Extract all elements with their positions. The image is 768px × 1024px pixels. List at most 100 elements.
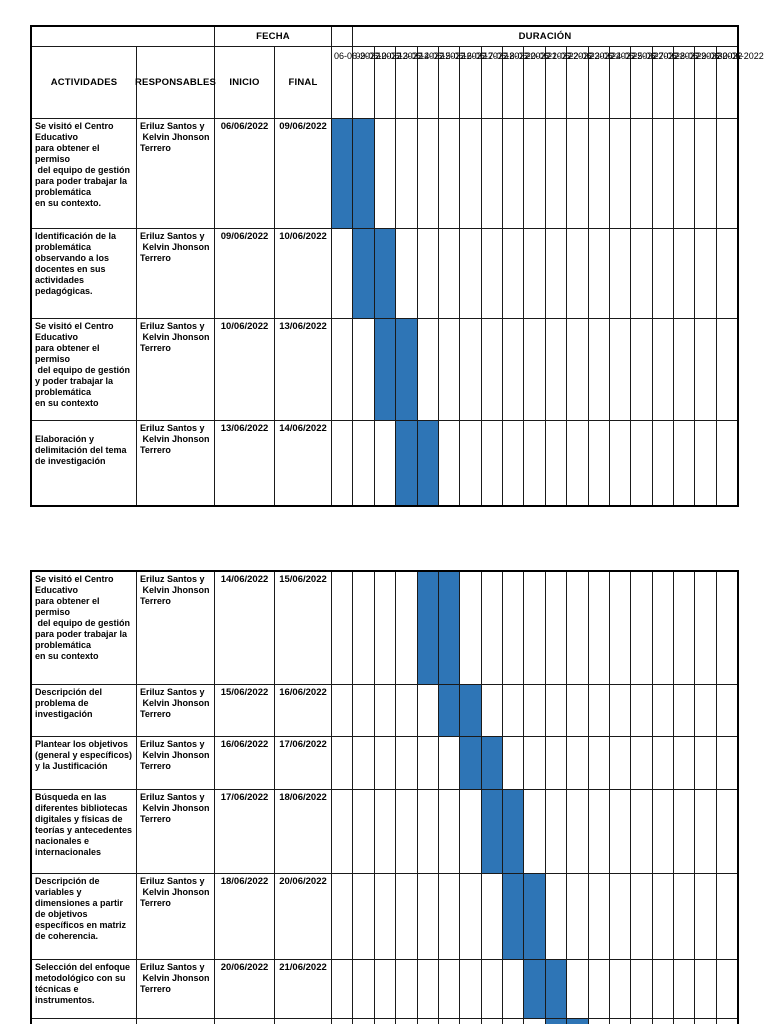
gantt-cell <box>418 229 439 318</box>
responsible-cell: Eriluz Santos y Kelvin Jhonson Terrero <box>137 119 215 228</box>
gantt-cell <box>524 319 546 420</box>
gantt-bar-segment <box>396 319 418 420</box>
timeline-date-label: 30-06-2022 <box>717 51 764 61</box>
gantt-cell <box>653 685 674 736</box>
gantt-cell <box>717 572 737 684</box>
gantt-bar-segment <box>460 685 482 736</box>
gantt-cell <box>503 229 525 318</box>
end-date-cell: 16/06/2022 <box>275 685 332 736</box>
gantt-cell <box>695 790 717 873</box>
gantt-cell <box>482 874 503 959</box>
gantt-cell <box>375 790 397 873</box>
gantt-cell <box>396 874 418 959</box>
gantt-cell <box>695 319 717 420</box>
duracion-header: DURACIÓN <box>518 31 572 42</box>
gantt-cell <box>653 229 674 318</box>
gantt-cell <box>353 737 375 789</box>
gantt-cell <box>332 572 354 684</box>
gantt-cell <box>589 1019 610 1024</box>
timeline-column <box>375 47 397 118</box>
responsible-cell: Eriluz Santos y Kelvin Jhonson Terrero <box>137 421 215 505</box>
column-header-row: ACTIVIDADES RESPONSABLES INICIO FINAL 06… <box>32 47 764 119</box>
gantt-cell <box>482 119 503 228</box>
timeline-date-label: 20-06-2022 <box>525 51 572 61</box>
gantt-cell <box>567 960 589 1018</box>
timeline-grid <box>332 47 737 118</box>
gantt-cell <box>375 960 397 1018</box>
responsible-cell: Eriluz Santos y Kelvin Jhonson Terrero <box>137 737 215 789</box>
gantt-cell <box>524 229 546 318</box>
gantt-row <box>332 960 737 1018</box>
gantt-cell <box>332 874 354 959</box>
task-row: Descripción del problema de investigació… <box>32 685 737 737</box>
gantt-bar-segment <box>332 119 354 228</box>
gantt-cell <box>460 319 482 420</box>
gantt-cell <box>439 421 461 505</box>
gantt-cell <box>610 229 632 318</box>
gantt-cell <box>460 790 482 873</box>
timeline-column <box>396 47 418 118</box>
gantt-cell <box>353 960 375 1018</box>
gantt-cell <box>353 790 375 873</box>
start-date-cell: 14/06/2022 <box>215 572 275 684</box>
timeline-column <box>589 47 610 118</box>
gantt-table-top: FECHA DURACIÓN ACTIVIDADES RESPONSABLES … <box>30 25 764 507</box>
gantt-cell <box>439 874 461 959</box>
gantt-cell <box>524 737 546 789</box>
end-date-cell: 14/06/2022 <box>275 421 332 505</box>
gantt-cell <box>396 119 418 228</box>
gantt-cell <box>332 319 354 420</box>
end-date-cell: 18/06/2022 <box>275 790 332 873</box>
timeline-column <box>674 47 696 118</box>
merged-header-row: FECHA DURACIÓN <box>32 27 737 47</box>
gantt-cell <box>610 790 632 873</box>
gantt-cell <box>546 572 568 684</box>
gantt-cell <box>674 1019 696 1024</box>
gantt-cell <box>717 229 737 318</box>
gantt-row <box>332 874 737 959</box>
gantt-cell <box>418 737 439 789</box>
gantt-bar-segment <box>545 960 568 1018</box>
task-row: Se visitó el Centro Educativo para obten… <box>32 572 737 685</box>
gantt-cell <box>717 874 737 959</box>
gantt-cell <box>589 874 610 959</box>
gantt-cell <box>653 319 674 420</box>
activity-cell: Selección del enfoque metodológico con s… <box>32 960 137 1018</box>
gantt-cell <box>695 119 717 228</box>
timeline-column <box>695 47 717 118</box>
gantt-cell <box>695 1019 717 1024</box>
task-row: Búsqueda en las diferentes bibliotecas d… <box>32 790 737 874</box>
gantt-cell <box>546 874 568 959</box>
gantt-cell <box>589 319 610 420</box>
end-date-cell: 09/06/2022 <box>275 119 332 228</box>
gantt-cell <box>653 790 674 873</box>
end-date-cell: 21/06/2022 <box>275 960 332 1018</box>
gantt-cell <box>589 421 610 505</box>
task-row: Descripción de variables y dimensiones a… <box>32 874 737 960</box>
gantt-cell <box>375 572 397 684</box>
responsible-cell: Eriluz Santos y Kelvin Jhonson Terrero <box>137 685 215 736</box>
task-row: Se visitó el Centro Educativo para obten… <box>32 119 737 229</box>
task-row: Selección del enfoque metodológico con s… <box>32 960 737 1019</box>
gantt-cell <box>631 960 653 1018</box>
timeline-date-label: 17-06-2022 <box>483 51 530 61</box>
gantt-cell <box>418 1019 439 1024</box>
timeline-date-label: 13-06-2022 <box>397 51 444 61</box>
gantt-cell <box>546 790 568 873</box>
gantt-row <box>332 790 737 873</box>
gantt-cell <box>482 1019 503 1024</box>
timeline-column <box>524 47 546 118</box>
activity-cell: Se visitó el Centro Educativo para obten… <box>32 572 137 684</box>
gantt-cell <box>695 874 717 959</box>
end-date-cell: 17/06/2022 <box>275 737 332 789</box>
gantt-cell <box>610 319 632 420</box>
responsible-cell: Eriluz Santos y Kelvin Jhonson Terrero <box>137 319 215 420</box>
gantt-cell <box>482 421 503 505</box>
start-date-cell: 06/06/2022 <box>215 119 275 228</box>
gantt-row <box>332 229 737 318</box>
gantt-cell <box>631 685 653 736</box>
activity-cell: Descripción de variables y dimensiones a… <box>32 874 137 959</box>
gantt-cell <box>460 119 482 228</box>
timeline-date-label: 22-06-2022 <box>568 51 615 61</box>
gantt-cell <box>695 685 717 736</box>
